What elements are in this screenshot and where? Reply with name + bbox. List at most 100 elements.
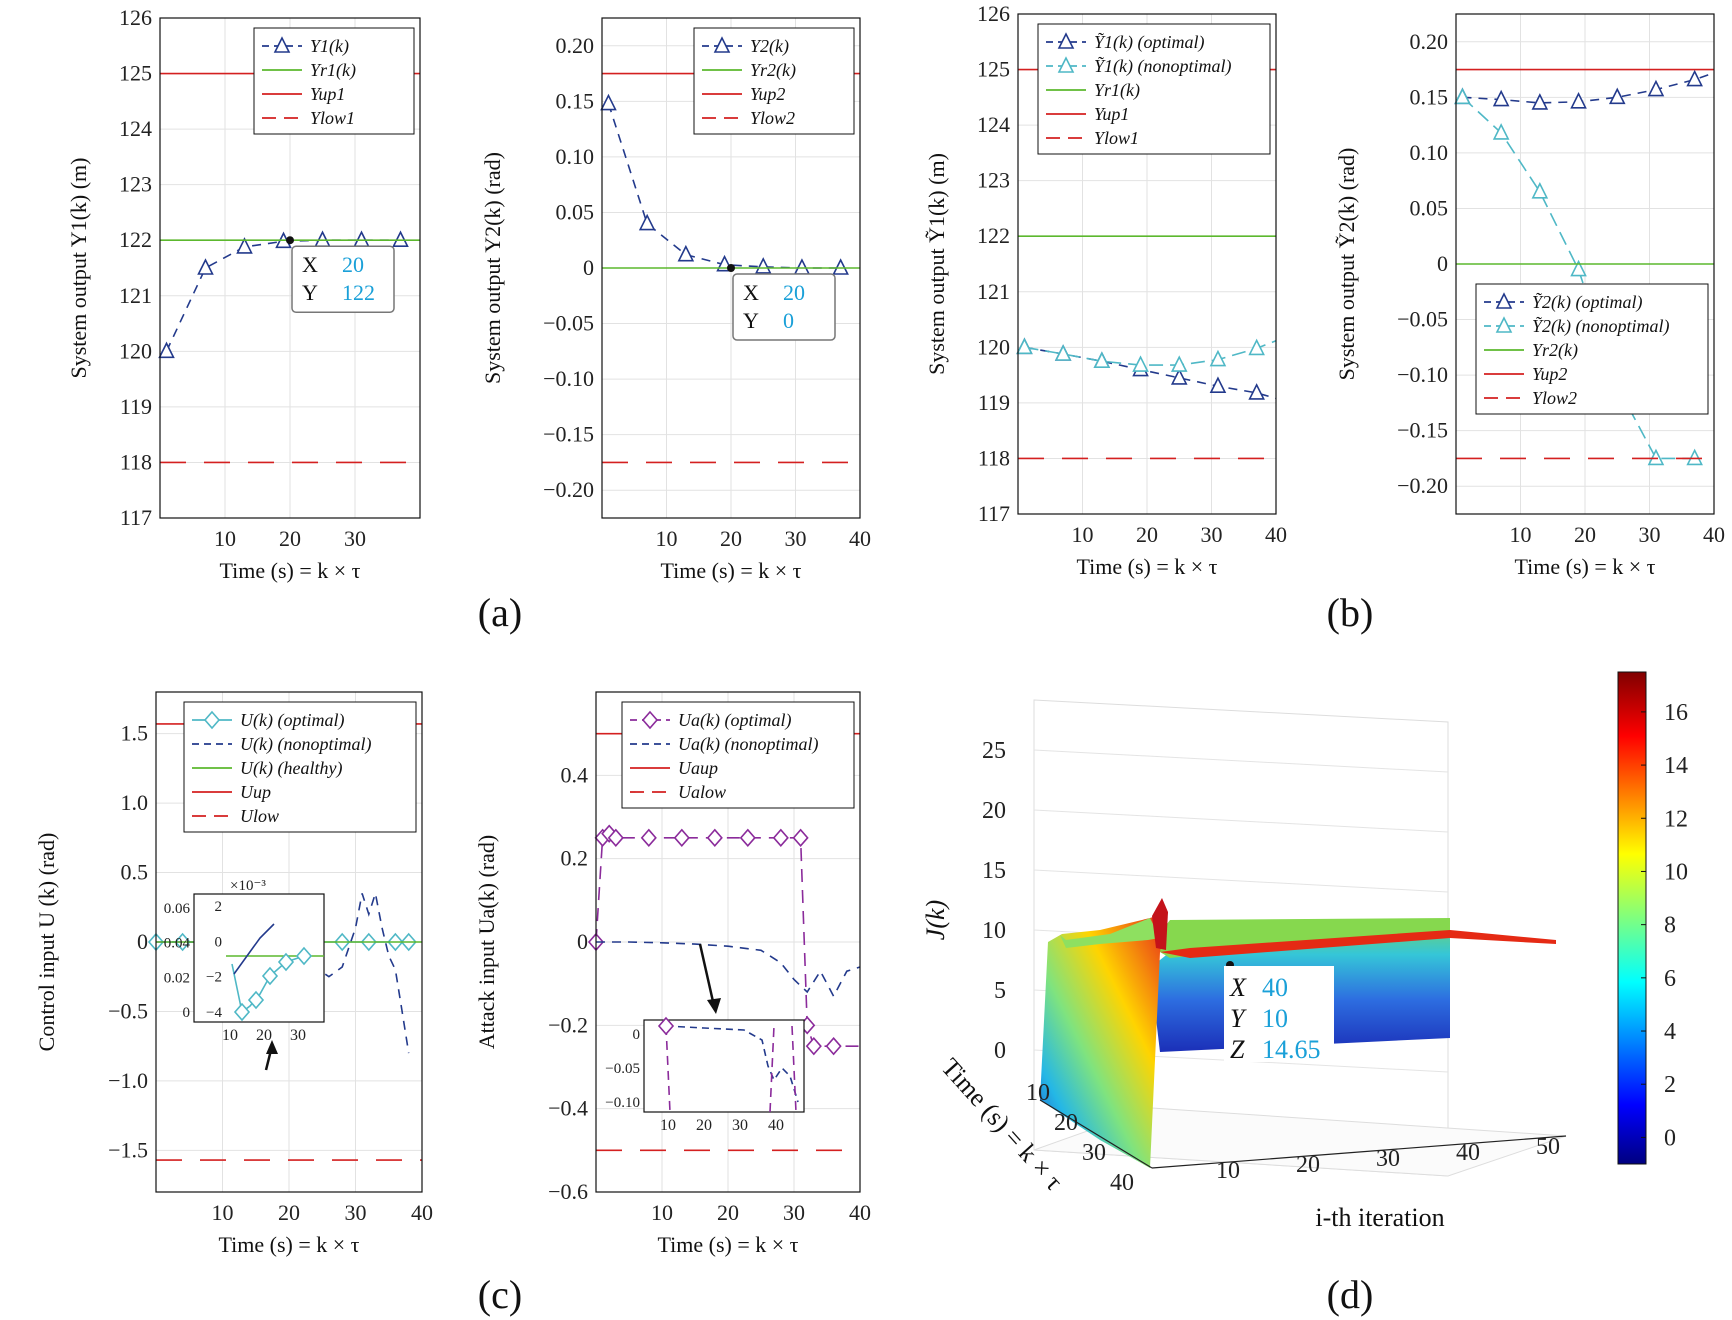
- data-point-0-4: [1170, 368, 1188, 385]
- inset-marker-1: [247, 990, 265, 1010]
- x-tick-label-3: 40: [1456, 1140, 1480, 1166]
- x-tick-label-1: 20: [720, 526, 742, 551]
- data-point-0-4: [1608, 87, 1626, 105]
- legend-entry-2: Uaup: [678, 758, 718, 778]
- x-tick-label-4: 50: [1536, 1134, 1560, 1160]
- data-point-0-1: [638, 213, 656, 231]
- x-tick-label-2: 30: [344, 526, 366, 551]
- inset-y-tick-0: 0: [633, 1027, 641, 1043]
- data-point-1-2: [1093, 351, 1111, 369]
- y-tick-label-7: −0.15: [1397, 418, 1448, 443]
- y-tick-label-0: 10: [1026, 1080, 1050, 1106]
- y-tick-label-1: 118: [978, 445, 1010, 470]
- legend-entry-3: Yup2: [1532, 364, 1567, 384]
- inset-x-tick-1: 20: [696, 1117, 712, 1134]
- inset-frame: [643, 1019, 805, 1113]
- x-axis-label: i-th iteration: [1315, 1203, 1444, 1232]
- legend-entry-4: Ulow: [240, 806, 279, 826]
- legend-entry-1: Yr1(k): [310, 60, 356, 81]
- x-tick-label-0: 10: [656, 526, 678, 551]
- x-tick-label-0: 10: [1216, 1158, 1240, 1184]
- y-tick-label-1: 0.15: [1410, 84, 1449, 109]
- data-point-0-0: [600, 93, 617, 111]
- x-axis-label: Time (s) = k × τ: [219, 558, 360, 583]
- legend-entry-2: U(k) (healthy): [240, 758, 342, 779]
- inset-y2-tick-1: 0: [215, 934, 223, 950]
- chart-b2: 10 20 30 40 0.20 0.15 0.10 0.05 0 −0.05 −0.10 −0.15…: [1334, 13, 1725, 579]
- legend-marker-0: [203, 710, 221, 730]
- plot-frame: [601, 17, 861, 519]
- legend-box: [1037, 23, 1271, 155]
- arrowhead: [707, 998, 721, 1014]
- legend: Y2(k) Yr2(k) Yup2 Ylow2: [693, 27, 855, 135]
- y-tick-label-7: 124: [977, 112, 1010, 137]
- colorbar-tick-label-5: 10: [1664, 859, 1688, 885]
- legend-entry-0: Y1(k): [310, 36, 349, 57]
- x-tick-label-0: 10: [651, 1200, 673, 1225]
- y-tick-label-0: 0.20: [556, 33, 595, 58]
- y-tick-label-1: 0.15: [556, 88, 595, 113]
- inset-marker-3: [277, 952, 295, 972]
- x-tick-label-3: 40: [849, 1200, 871, 1225]
- data-point-0-5: [1647, 79, 1665, 97]
- datatip-y-label: Y: [1230, 1004, 1247, 1033]
- legend-marker-0: [1495, 292, 1513, 309]
- data-point-0-2: [236, 237, 253, 254]
- legend-entry-3: Uup: [240, 782, 271, 802]
- data-point-0-4: [754, 257, 772, 274]
- legend-entry-0: Y2(k): [750, 36, 789, 57]
- series-line-1: [596, 941, 861, 998]
- x-tick-label-2: 30: [785, 526, 807, 551]
- y-tick-label-5: −0.05: [543, 311, 594, 336]
- inset-y2-tick-2: −2: [206, 970, 222, 986]
- data-point-0-8: [772, 828, 789, 848]
- data-point-1-6: [1686, 448, 1703, 466]
- arrow: [698, 943, 716, 1007]
- legend: Y1(k) Yr1(k) Yup1 Ylow1: [253, 27, 415, 135]
- datatip-y-label: Y: [743, 308, 759, 333]
- z-grid-4: [1033, 809, 1449, 833]
- plot-frame: [595, 691, 861, 1193]
- datatip-point: [727, 264, 735, 272]
- datatip: X 20 Y 0: [732, 273, 836, 341]
- data-point-0-11: [805, 1036, 822, 1056]
- x-tick-label-2: 30: [1201, 522, 1223, 547]
- panel-label-a: (a): [478, 590, 522, 635]
- y-tick-label-8: −0.20: [1397, 473, 1448, 498]
- data-point-0-4: [640, 828, 657, 848]
- x-tick-label-3: 40: [1265, 522, 1287, 547]
- data-point-0-1: [1492, 89, 1510, 107]
- datatip-x-value: 40: [1262, 973, 1288, 1002]
- data-point-1-0: [1454, 87, 1471, 105]
- legend-marker-1: [1495, 316, 1513, 333]
- x-tick-label-1: 20: [1296, 1152, 1320, 1178]
- data-point-0-6: [706, 828, 723, 848]
- panel-label-d: (d): [1327, 1272, 1374, 1317]
- datatip: X 20 Y 122: [291, 245, 395, 313]
- y-tick-label-5: −0.05: [1397, 307, 1448, 332]
- y-tick-label-6: −0.10: [543, 366, 594, 391]
- x-tick-label-2: 30: [1376, 1146, 1400, 1172]
- data-point-0-5: [1209, 376, 1227, 394]
- x-tick-label-2: 30: [1639, 522, 1661, 547]
- legend-entry-1: Ua(k) (nonoptimal): [678, 734, 818, 755]
- x-tick-label-0: 10: [212, 1200, 234, 1225]
- inset-marker-4: [295, 946, 313, 966]
- z-grid-3: [1033, 869, 1449, 893]
- surface-peak: [1152, 898, 1168, 950]
- x-tick-label-3: 40: [849, 526, 871, 551]
- y-tick-label-5: 122: [119, 227, 152, 252]
- data-point-1-0: [1016, 337, 1033, 355]
- legend-marker-0: [641, 710, 659, 730]
- legend-entry-2: Yr2(k): [1532, 340, 1578, 361]
- inset-x-tick-3: 40: [768, 1117, 784, 1134]
- inset-y2-tick-3: −4: [206, 1005, 222, 1021]
- data-point-0-6: [1686, 69, 1703, 87]
- legend: U(k) (optimal) U(k) (nonoptimal) U(k) (hea…: [183, 701, 417, 833]
- y-tick-label-2: 0.10: [556, 144, 595, 169]
- y-tick-label-4: 0: [583, 255, 594, 280]
- inset-y2-tick-0: 2: [215, 899, 223, 915]
- y-tick-label-8: 125: [977, 57, 1010, 82]
- datatip-x-value: 20: [342, 252, 364, 277]
- plot-frame: [155, 691, 423, 1193]
